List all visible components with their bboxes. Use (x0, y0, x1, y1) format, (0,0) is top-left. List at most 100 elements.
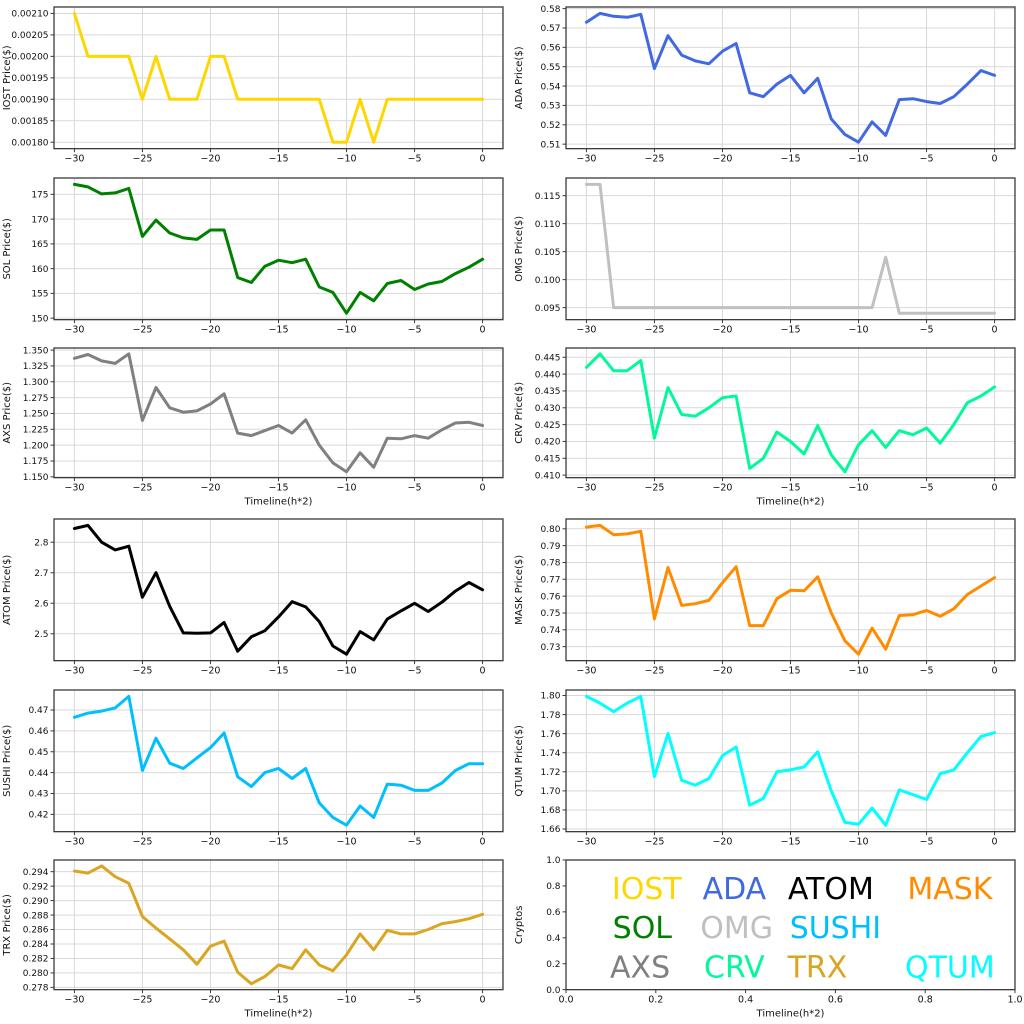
y-tick-label: 1.70 (540, 787, 560, 797)
y-tick-label: 1.76 (540, 729, 560, 739)
x-tick-label: −5 (920, 324, 934, 335)
x-tick-label: −25 (644, 483, 664, 494)
x-tick-label: −20 (200, 154, 220, 165)
y-tick-label: 0.0 (546, 986, 561, 996)
y-axis-label: Cryptos (514, 906, 525, 945)
x-tick-label: 0 (992, 154, 998, 165)
x-tick-label: −10 (337, 154, 357, 165)
y-tick-label: 0.110 (535, 219, 561, 229)
mask-line-series (584, 523, 997, 656)
y-tick-label: 0.00190 (11, 95, 48, 105)
y-tick-label: 2.7 (34, 569, 48, 579)
y-tick-label: 0.420 (535, 438, 561, 448)
plot-svg: −30 −25 −20 −15 −10 −5 0 150 155 160 165 170 175 SOL … (2, 177, 504, 335)
y-tick-label: 0.284 (23, 941, 49, 951)
y-tick-label: 1.225 (23, 426, 49, 436)
y-axis-label: OMG Price($) (514, 215, 525, 281)
x-tick-label: 0.8 (918, 995, 933, 1006)
x-tick-label: 0 (480, 836, 486, 847)
y-tick-label: 1.80 (540, 691, 560, 701)
y-tick-label: 0.288 (23, 912, 49, 922)
x-tick-label: −5 (408, 836, 422, 847)
legend-entry-omg: OMG (700, 911, 773, 946)
y-tick-label: 0.095 (535, 303, 561, 313)
x-tick-label: −30 (576, 666, 596, 677)
legend-entry-ada: ADA (703, 872, 767, 907)
plot-svg: −30 −25 −20 −15 −10 −5 0 1.66 1.68 1.70 1.72 1.74 1.… (514, 689, 1016, 847)
x-tick-label: 0.4 (738, 995, 753, 1006)
x-tick-label: −5 (408, 995, 422, 1006)
y-tick-label: 0.00180 (11, 138, 48, 148)
y-tick-label: 0.435 (535, 387, 561, 397)
x-tick-label: −20 (712, 154, 732, 165)
x-tick-label: −20 (712, 836, 732, 847)
omg-line-series (584, 182, 997, 315)
y-tick-label: 175 (31, 190, 48, 200)
y-tick-label: 0.00210 (11, 10, 48, 20)
y-tick-label: 0.58 (540, 5, 560, 15)
y-tick-label: 1.200 (23, 442, 49, 452)
y-axis-label: IOST Price($) (2, 45, 13, 110)
crv-price-chart: −30 −25 −20 −15 −10 −5 0 0.410 0.415 0.420 0.425 0.… (512, 341, 1024, 512)
legend-entry-sol: SOL (613, 911, 673, 946)
y-tick-label: 2.8 (34, 538, 49, 548)
x-tick-label: 0 (480, 666, 486, 677)
x-axis-label: Timeline(h*2) (756, 1009, 825, 1020)
y-tick-label: 1.78 (540, 710, 560, 720)
x-tick-label: −20 (200, 666, 220, 677)
y-tick-label: 155 (31, 289, 48, 299)
y-tick-label: 0.4 (546, 934, 561, 944)
trx-price-chart: −30 −25 −20 −15 −10 −5 0 0.278 0.280 0.282 0.284 0.… (0, 853, 512, 1024)
x-tick-label: −20 (200, 324, 220, 335)
legend-entry-axs: AXS (610, 951, 670, 986)
legend-entry-atom: ATOM (788, 872, 874, 907)
x-tick-label: −5 (920, 483, 934, 494)
x-tick-label: −15 (268, 666, 288, 677)
x-tick-label: 1.0 (1007, 995, 1022, 1006)
trx-line-series (72, 864, 485, 986)
ada-price-chart: −30 −25 −20 −15 −10 −5 0 0.51 0.52 0.53 0.54 0.55 0.… (512, 0, 1024, 171)
x-tick-label: −25 (644, 324, 664, 335)
x-tick-label: −10 (849, 324, 869, 335)
y-tick-label: 1.68 (540, 806, 560, 816)
plot-svg: −30 −25 −20 −15 −10 −5 0 0.00180 0.00185 0.00190 0… (2, 6, 504, 165)
x-tick-label: −15 (268, 836, 288, 847)
sushi-line-series (72, 694, 485, 827)
legend-entry-trx: TRX (787, 951, 848, 986)
sol-price-chart: −30 −25 −20 −15 −10 −5 0 150 155 160 165 170 175 SOL … (0, 171, 512, 342)
x-tick-label: −15 (780, 666, 800, 677)
x-tick-label: 0.6 (828, 995, 843, 1006)
y-tick-label: 0.292 (23, 883, 49, 893)
x-tick-label: −30 (64, 324, 84, 335)
iost-price-chart: −30 −25 −20 −15 −10 −5 0 0.00180 0.00185 0.00190 0… (0, 0, 512, 171)
x-tick-label: −10 (337, 483, 357, 494)
y-tick-label: 0.51 (540, 140, 560, 150)
y-tick-label: 0.430 (535, 404, 561, 414)
plot-svg: −30 −25 −20 −15 −10 −5 0 0.42 0.43 0.44 0.45 0.46 0.… (2, 689, 504, 847)
plot-svg: 0.0 0.2 0.4 0.6 0.8 1.0 0.0 0.2 0.4 0.6 0.8 1.0 Cryp… (514, 857, 1023, 1020)
x-tick-label: −30 (64, 154, 84, 165)
x-tick-label: −10 (849, 836, 869, 847)
x-tick-label: −30 (576, 483, 596, 494)
plot-svg: −30 −25 −20 −15 −10 −5 0 0.51 0.52 0.53 0.54 0.55 0.… (514, 5, 1016, 165)
y-tick-label: 0.440 (535, 371, 561, 381)
atom-line-series (72, 523, 485, 656)
x-tick-label: −5 (408, 666, 422, 677)
qtum-line-series (584, 694, 997, 827)
x-tick-label: −15 (780, 483, 800, 494)
x-tick-label: 0 (480, 995, 486, 1006)
atom-price-chart: −30 −25 −20 −15 −10 −5 0 2.5 2.6 2.7 2.8 ATOM Price… (0, 512, 512, 683)
y-tick-label: 0.6 (546, 908, 561, 918)
x-tick-label: −15 (268, 995, 288, 1006)
y-tick-label: 2.5 (34, 630, 48, 640)
x-tick-label: −30 (64, 836, 84, 847)
y-tick-label: 0.46 (28, 727, 48, 737)
legend-entry-mask: MASK (907, 872, 993, 907)
y-tick-label: 0.53 (540, 102, 560, 112)
x-tick-label: 0 (480, 483, 486, 494)
y-tick-label: 0.74 (540, 626, 560, 636)
crypto-legend-panel: 0.0 0.2 0.4 0.6 0.8 1.0 0.0 0.2 0.4 0.6 0.8 1.0 Cryp… (512, 853, 1024, 1024)
y-tick-label: 0.79 (540, 542, 560, 552)
y-tick-label: 1.300 (23, 378, 49, 388)
